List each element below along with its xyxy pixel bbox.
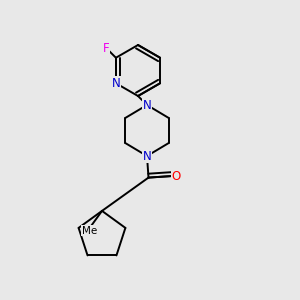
Text: N: N — [142, 149, 152, 163]
Text: Me: Me — [82, 226, 97, 236]
Text: F: F — [103, 42, 110, 55]
Text: N: N — [112, 77, 120, 90]
Text: N: N — [142, 98, 152, 112]
Text: O: O — [172, 169, 181, 183]
